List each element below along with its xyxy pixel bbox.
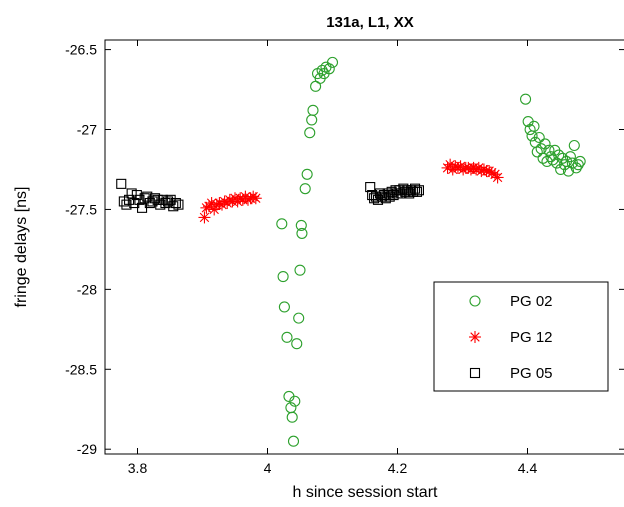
- data-point: [545, 151, 557, 163]
- data-point: [118, 196, 129, 207]
- data-point: [277, 271, 289, 283]
- x-tick-label: 4.4: [518, 460, 538, 476]
- data-point: [304, 127, 316, 139]
- data-point: [533, 131, 545, 144]
- x-axis: 3.8 4 4.2 4.4: [128, 40, 538, 476]
- data-point: [295, 219, 307, 231]
- y-tick-label: -27: [77, 122, 97, 138]
- data-point: [198, 211, 211, 224]
- data-point: [568, 139, 580, 152]
- data-point: [301, 168, 313, 180]
- legend-marker-pg12: [469, 331, 481, 343]
- data-point: [168, 201, 179, 212]
- plot-area-frame: [104, 39, 624, 455]
- legend-label-pg12: PG 12: [510, 329, 553, 346]
- y-tick-label: -29: [77, 441, 97, 457]
- data-point: [564, 151, 576, 163]
- data-point: [307, 104, 319, 116]
- data-point: [572, 159, 584, 171]
- data-point: [539, 138, 551, 150]
- series-pg05: [116, 178, 425, 213]
- data-point: [134, 194, 145, 205]
- chart-title: 131a, L1, XX: [326, 14, 414, 31]
- x-tick-label: 3.8: [128, 460, 148, 476]
- data-point: [543, 144, 555, 156]
- data-point: [126, 188, 137, 199]
- data-point: [208, 203, 221, 216]
- data-point: [276, 218, 288, 230]
- data-point: [293, 312, 305, 324]
- data-point: [116, 178, 127, 189]
- legend-label-pg02: PG 02: [510, 293, 553, 310]
- data-point: [524, 123, 536, 136]
- y-axis-label: fringe delays [ns]: [13, 187, 30, 308]
- data-point: [570, 162, 582, 174]
- data-point: [370, 191, 382, 202]
- data-point: [286, 411, 298, 423]
- data-point: [526, 130, 538, 142]
- legend-label-pg05: PG 05: [510, 365, 553, 382]
- data-point: [299, 183, 311, 195]
- data-point: [409, 183, 421, 194]
- data-point: [291, 338, 303, 350]
- data-point: [378, 190, 389, 201]
- data-point: [249, 192, 262, 205]
- data-point: [173, 199, 184, 210]
- y-axis: -26.5 -27 -27.5 -28 -28.5 -29: [65, 42, 624, 457]
- data-point: [557, 152, 569, 164]
- data-point: [294, 264, 306, 276]
- x-tick-label: 4: [264, 460, 272, 476]
- x-tick-label: 4.2: [388, 460, 408, 476]
- y-tick-label: -28: [77, 281, 97, 297]
- data-point: [326, 56, 339, 68]
- data-point: [406, 185, 417, 196]
- data-point: [160, 197, 171, 209]
- series-pg02: [276, 56, 586, 447]
- data-point: [278, 301, 290, 313]
- data-point: [413, 185, 425, 196]
- data-point: [531, 146, 543, 158]
- data-point: [150, 193, 161, 204]
- data-point: [386, 186, 397, 197]
- plot-marks: [116, 56, 586, 447]
- data-point: [170, 197, 181, 209]
- legend-marker-pg02: [469, 295, 481, 307]
- data-point: [365, 182, 376, 193]
- y-tick-label: -26.5: [65, 42, 97, 58]
- data-point: [400, 186, 411, 197]
- data-point: [157, 194, 168, 205]
- data-point: [528, 120, 540, 132]
- data-point: [382, 188, 393, 199]
- data-point: [558, 159, 571, 171]
- data-point: [574, 155, 586, 168]
- data-point: [411, 186, 423, 197]
- data-point: [316, 64, 328, 76]
- data-point: [553, 149, 565, 161]
- data-point: [289, 395, 301, 407]
- series-pg12: [198, 158, 504, 224]
- legend: PG 02 PG 12 PG 05: [433, 281, 609, 392]
- y-tick-label: -27.5: [65, 201, 97, 217]
- data-point: [519, 93, 532, 105]
- data-point: [306, 114, 318, 126]
- data-point: [376, 191, 387, 202]
- data-point: [323, 63, 335, 75]
- data-point: [281, 331, 293, 343]
- y-tick-label: -28.5: [65, 361, 97, 377]
- legend-marker-pg05: [469, 367, 481, 379]
- data-point: [296, 227, 308, 239]
- legend-box: [433, 281, 609, 392]
- data-point: [394, 185, 405, 196]
- x-axis-label: h since session start: [293, 484, 439, 501]
- legend-markers: [469, 295, 481, 379]
- data-point: [287, 435, 300, 447]
- data-point: [147, 196, 158, 207]
- data-point: [491, 171, 504, 184]
